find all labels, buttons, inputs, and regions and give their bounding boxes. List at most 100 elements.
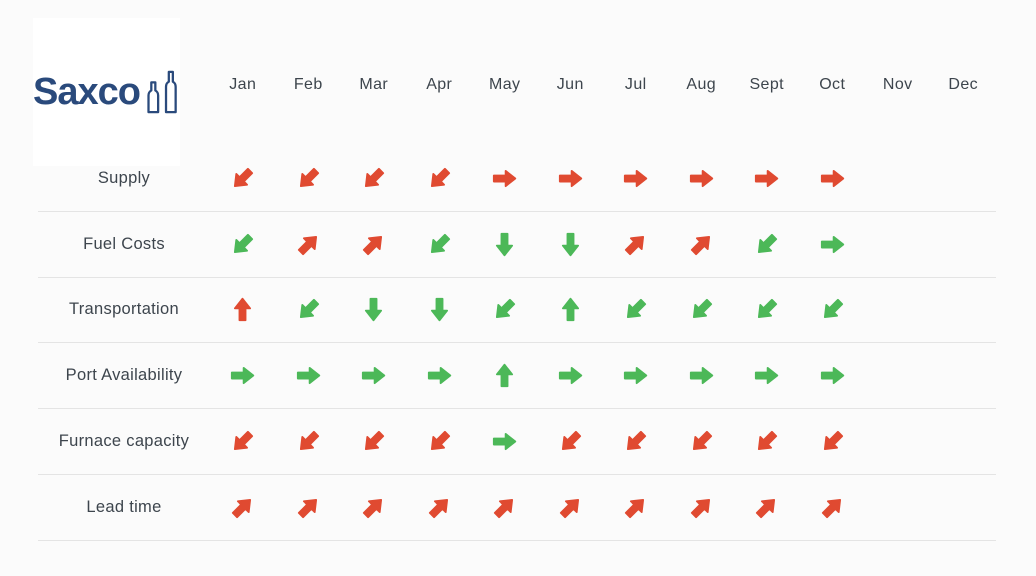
trend-cell: [210, 494, 276, 521]
arrow-up-right-icon: [363, 498, 383, 518]
trend-cell: [276, 428, 342, 455]
arrow-down-left-icon: [430, 233, 450, 253]
arrow-down-icon: [365, 298, 383, 322]
arrow-down-icon: [430, 298, 448, 322]
arrow-up-right-icon: [363, 235, 383, 255]
trend-cell: [407, 296, 473, 323]
saxco-logo: Saxco: [33, 18, 180, 166]
arrow-down-left-icon: [496, 299, 516, 319]
arrow-right-icon: [689, 169, 713, 187]
trend-cell: [800, 362, 866, 389]
trend-cell: [800, 296, 866, 323]
month-label: Oct: [819, 76, 846, 93]
arrow-down-left-icon: [234, 167, 254, 187]
arrow-right-icon: [427, 367, 451, 385]
arrow-down-left-icon: [823, 299, 843, 319]
trend-cell: [472, 296, 538, 323]
trend-cell: [538, 231, 604, 258]
row-label: Lead time: [86, 497, 162, 516]
trend-cell: [734, 494, 800, 521]
arrow-up-right-icon: [625, 498, 645, 518]
month-label: Jun: [556, 76, 584, 93]
arrow-down-left-icon: [234, 233, 254, 253]
row-label: Port Availability: [65, 366, 183, 385]
arrow-up-right-icon: [297, 498, 317, 518]
trend-cell: [210, 296, 276, 323]
arrow-right-icon: [231, 367, 255, 385]
arrow-right-icon: [755, 367, 779, 385]
arrow-down-left-icon: [823, 430, 843, 451]
trend-cell: [407, 494, 473, 521]
arrow-down-left-icon: [627, 430, 647, 451]
trend-cell: [603, 494, 669, 521]
trend-cell: [472, 428, 538, 455]
trend-cell: [603, 165, 669, 192]
arrow-down-left-icon: [758, 233, 778, 253]
trend-cell: [472, 231, 538, 258]
trend-row: Fuel Costs: [38, 212, 996, 278]
month-label: Jan: [229, 76, 257, 93]
arrow-right-icon: [624, 367, 648, 385]
arrow-up-right-icon: [690, 235, 710, 255]
arrow-down-left-icon: [365, 430, 385, 451]
trend-cell: [341, 428, 407, 455]
trend-cell: [407, 362, 473, 389]
trend-cell: [800, 428, 866, 455]
trend-cell: [538, 165, 604, 192]
trend-cell: [538, 428, 604, 455]
arrow-down-left-icon: [365, 167, 385, 187]
trend-cell: [472, 362, 538, 389]
trend-cell: [407, 428, 473, 455]
trend-cell: [341, 494, 407, 521]
trend-cell: [341, 296, 407, 323]
trend-cell: [800, 231, 866, 258]
trend-cell: [669, 428, 735, 455]
arrow-down-left-icon: [299, 167, 319, 187]
arrow-down-icon: [496, 232, 514, 256]
arrow-down-left-icon: [692, 299, 712, 319]
trend-cell: [538, 494, 604, 521]
month-label: Aug: [686, 76, 717, 93]
trend-cell: [538, 362, 604, 389]
trend-cell: [407, 165, 473, 192]
trend-cell: [276, 296, 342, 323]
trend-cell: [734, 165, 800, 192]
arrow-up-right-icon: [297, 235, 317, 255]
month-label: May: [489, 76, 521, 93]
arrow-right-icon: [820, 367, 844, 385]
trend-cell: [734, 231, 800, 258]
arrow-down-left-icon: [692, 430, 712, 451]
trend-cell: [472, 165, 538, 192]
month-label: Mar: [359, 76, 389, 93]
arrow-down-left-icon: [758, 430, 778, 451]
logo-text: Saxco: [33, 70, 141, 113]
trend-cell: [276, 165, 342, 192]
bottles-icon: [147, 70, 177, 114]
trend-row: Lead time: [38, 475, 996, 541]
month-label: Dec: [948, 76, 979, 93]
arrow-right-icon: [296, 367, 320, 385]
row-label: Furnace capacity: [58, 432, 190, 451]
trend-cell: [669, 231, 735, 258]
trend-row: Furnace capacity: [38, 409, 996, 475]
arrow-right-icon: [493, 169, 517, 187]
arrow-down-left-icon: [430, 430, 450, 451]
month-label: Sept: [749, 76, 784, 93]
trend-row: Supply: [38, 146, 996, 212]
arrow-right-icon: [558, 169, 582, 187]
arrow-right-icon: [493, 433, 517, 451]
trend-cell: [210, 362, 276, 389]
arrow-down-left-icon: [561, 430, 581, 451]
arrow-down-left-icon: [627, 299, 647, 319]
month-label: Jul: [624, 76, 647, 93]
arrow-down-left-icon: [234, 430, 254, 451]
trend-cell: [603, 231, 669, 258]
arrow-right-icon: [755, 169, 779, 187]
trend-cell: [669, 296, 735, 323]
arrow-up-right-icon: [428, 498, 448, 518]
month-label: Nov: [882, 76, 913, 93]
month-label: Feb: [293, 76, 323, 93]
arrow-up-right-icon: [494, 498, 514, 518]
trend-cell: [472, 494, 538, 521]
row-label: Transportation: [69, 300, 179, 319]
